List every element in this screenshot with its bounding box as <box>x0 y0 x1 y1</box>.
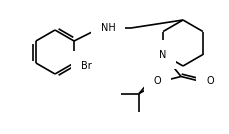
Text: O: O <box>153 77 161 87</box>
Text: NH: NH <box>101 23 115 33</box>
Text: O: O <box>206 77 214 87</box>
Text: N: N <box>159 49 167 59</box>
Text: Br: Br <box>81 61 92 71</box>
